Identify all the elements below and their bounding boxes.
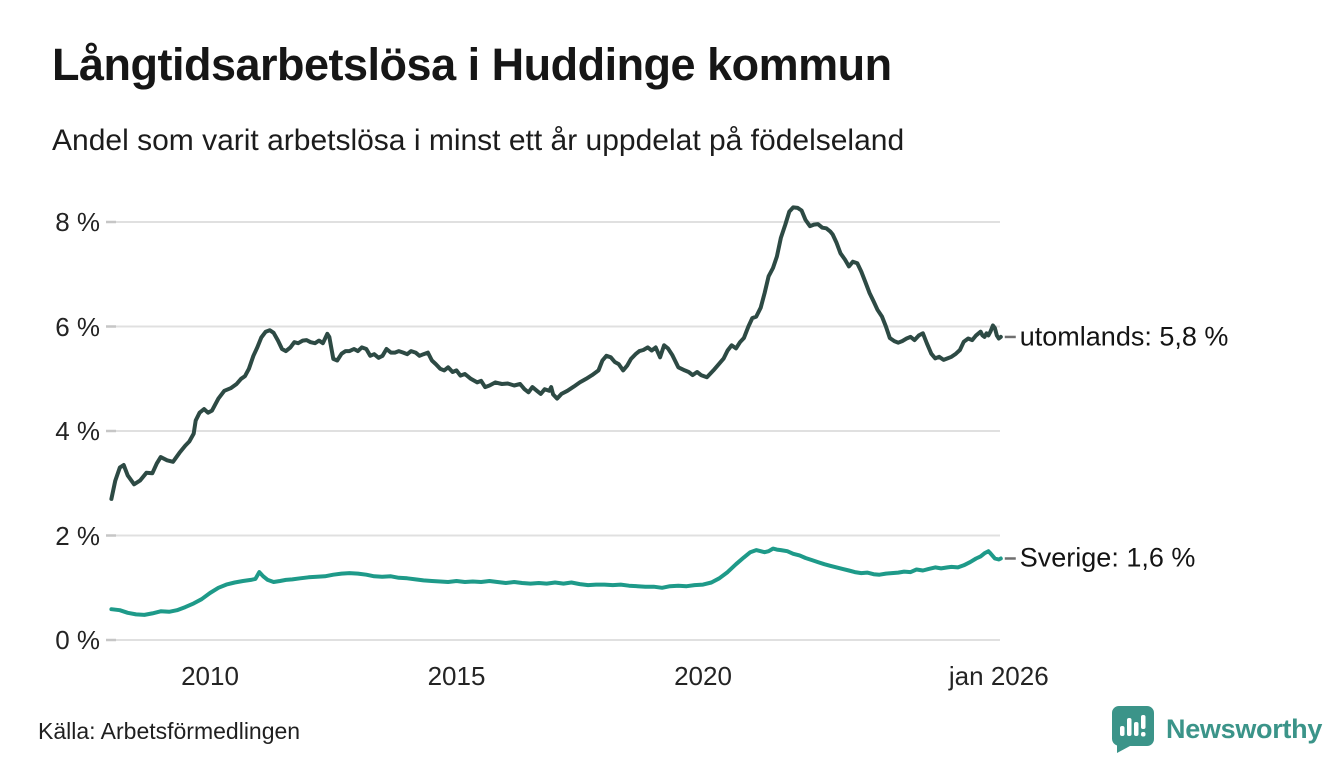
chart-subtitle: Andel som varit arbetslösa i minst ett å…	[52, 124, 905, 157]
newsworthy-brand: Newsworthy	[1108, 704, 1322, 754]
y-tick-label: 8 %	[55, 207, 100, 237]
x-tick-label: jan 2026	[948, 661, 1049, 691]
newsworthy-wordmark: Newsworthy	[1166, 713, 1323, 744]
x-tick-label: 2020	[674, 661, 732, 691]
x-tick-label: 2015	[427, 661, 486, 691]
series-lines	[109, 205, 1003, 617]
series-line-utomlands	[109, 205, 1003, 501]
y-tick-label: 4 %	[55, 416, 100, 446]
series-line-Sverige	[109, 546, 1003, 617]
gridlines	[106, 220, 1000, 642]
series-label-utomlands: utomlands: 5,8 %	[1019, 321, 1229, 352]
page-title: Långtidsarbetslösa i Huddinge kommun	[52, 39, 892, 90]
y-tick-label: 6 %	[55, 311, 100, 342]
x-tick-label: 2010	[181, 661, 239, 691]
y-tick-label: 2 %	[55, 520, 100, 551]
newsworthy-logo-icon	[1112, 706, 1154, 753]
series-label-sverige: Sverige: 1,6 %	[1019, 542, 1196, 573]
label-connector-dashes	[1004, 335, 1016, 560]
y-tick-label: 0 %	[55, 625, 100, 655]
source-note: Källa: Arbetsförmedlingen	[38, 718, 301, 744]
